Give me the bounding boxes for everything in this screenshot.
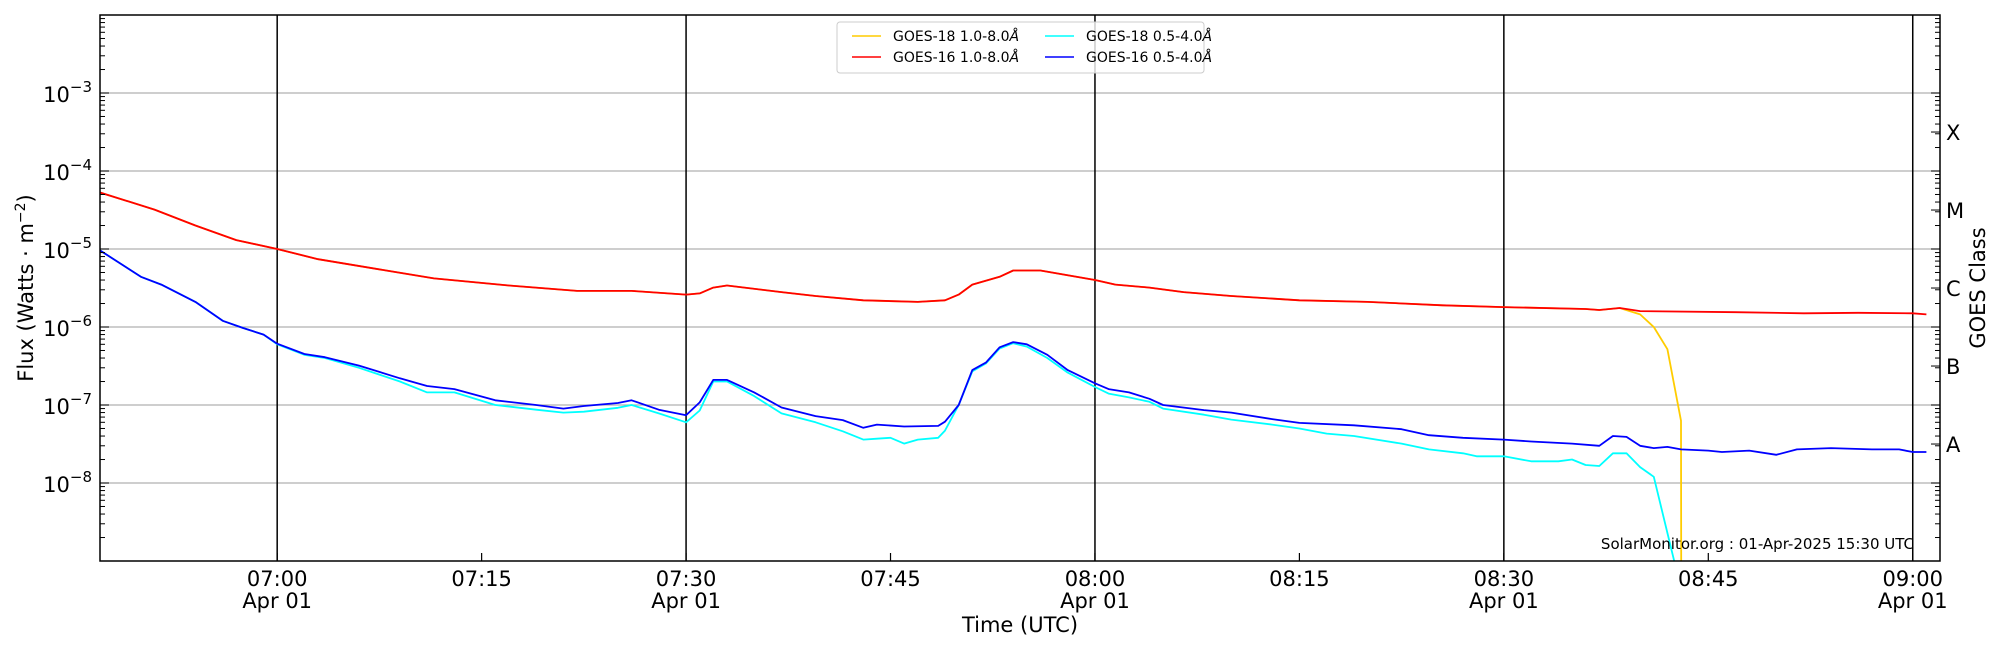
y-tick-label: 10−8 — [43, 468, 92, 497]
legend-label: GOES-16 0.5-4.0Å — [1086, 49, 1212, 66]
x-tick-label: 07:15 — [451, 567, 512, 591]
series-line-goes-16-0-5-4-0 — [100, 249, 1927, 456]
series-line-goes-18-0-5-4-0 — [100, 249, 1676, 561]
x-tick-date-label: Apr 01 — [1878, 589, 1948, 613]
legend: GOES-18 1.0-8.0Å GOES-18 0.5-4.0Å GOES-16 … — [836, 21, 1212, 74]
x-tick-date-label: Apr 01 — [242, 589, 312, 613]
y-tick-label: 10−3 — [43, 78, 92, 107]
y-tick-label: 10−7 — [43, 390, 92, 419]
y-axis-label: Flux (Watts · m−2) — [13, 194, 38, 382]
series-line-goes-16-1-0-8-0 — [100, 191, 1927, 316]
x-tick-label: 08:15 — [1269, 567, 1330, 591]
x-tick-label: 07:45 — [860, 567, 921, 591]
time-marker-lines — [276, 15, 1914, 561]
goes-class-label: X — [1946, 121, 1960, 145]
x-tick-date-label: Apr 01 — [1060, 589, 1130, 613]
y-tick-label: 10−6 — [43, 312, 92, 341]
x-axis-label: Time (UTC) — [961, 613, 1078, 637]
legend-label: GOES-16 1.0-8.0Å — [893, 49, 1019, 66]
goes-class-label: A — [1946, 433, 1961, 457]
x-tick-label: 08:00 — [1065, 567, 1126, 591]
x-tick-label: 07:00 — [247, 567, 308, 591]
axis-ticks — [100, 18, 1940, 562]
y-tick-labels: 10−3 10−4 10−5 10−6 10−7 10−8 — [43, 78, 92, 497]
x-tick-date-label: Apr 01 — [1469, 589, 1539, 613]
goes-class-label: M — [1946, 199, 1964, 223]
goes-class-label: C — [1946, 277, 1961, 301]
x-tick-label: 08:30 — [1474, 567, 1535, 591]
plot-frame — [99, 14, 1941, 562]
x-tick-label: 07:30 — [656, 567, 717, 591]
series-lines — [100, 191, 1927, 561]
x-tick-label: 09:00 — [1882, 567, 1943, 591]
goes-class-labels: X M C B A — [1946, 121, 1964, 457]
y-tick-label: 10−5 — [43, 234, 92, 263]
credit-annotation: SolarMonitor.org : 01-Apr-2025 15:30 UTC — [1601, 535, 1914, 553]
y-tick-label: 10−4 — [43, 156, 92, 185]
goes-class-axis-label: GOES Class — [1966, 227, 1990, 348]
legend-box — [836, 21, 1205, 74]
x-tick-date-label: Apr 01 — [651, 589, 721, 613]
goes-class-label: B — [1946, 355, 1960, 379]
legend-label: GOES-18 0.5-4.0Å — [1086, 28, 1212, 45]
grid-lines — [100, 92, 1940, 484]
legend-label: GOES-18 1.0-8.0Å — [893, 28, 1019, 45]
x-tick-label: 08:45 — [1678, 567, 1739, 591]
